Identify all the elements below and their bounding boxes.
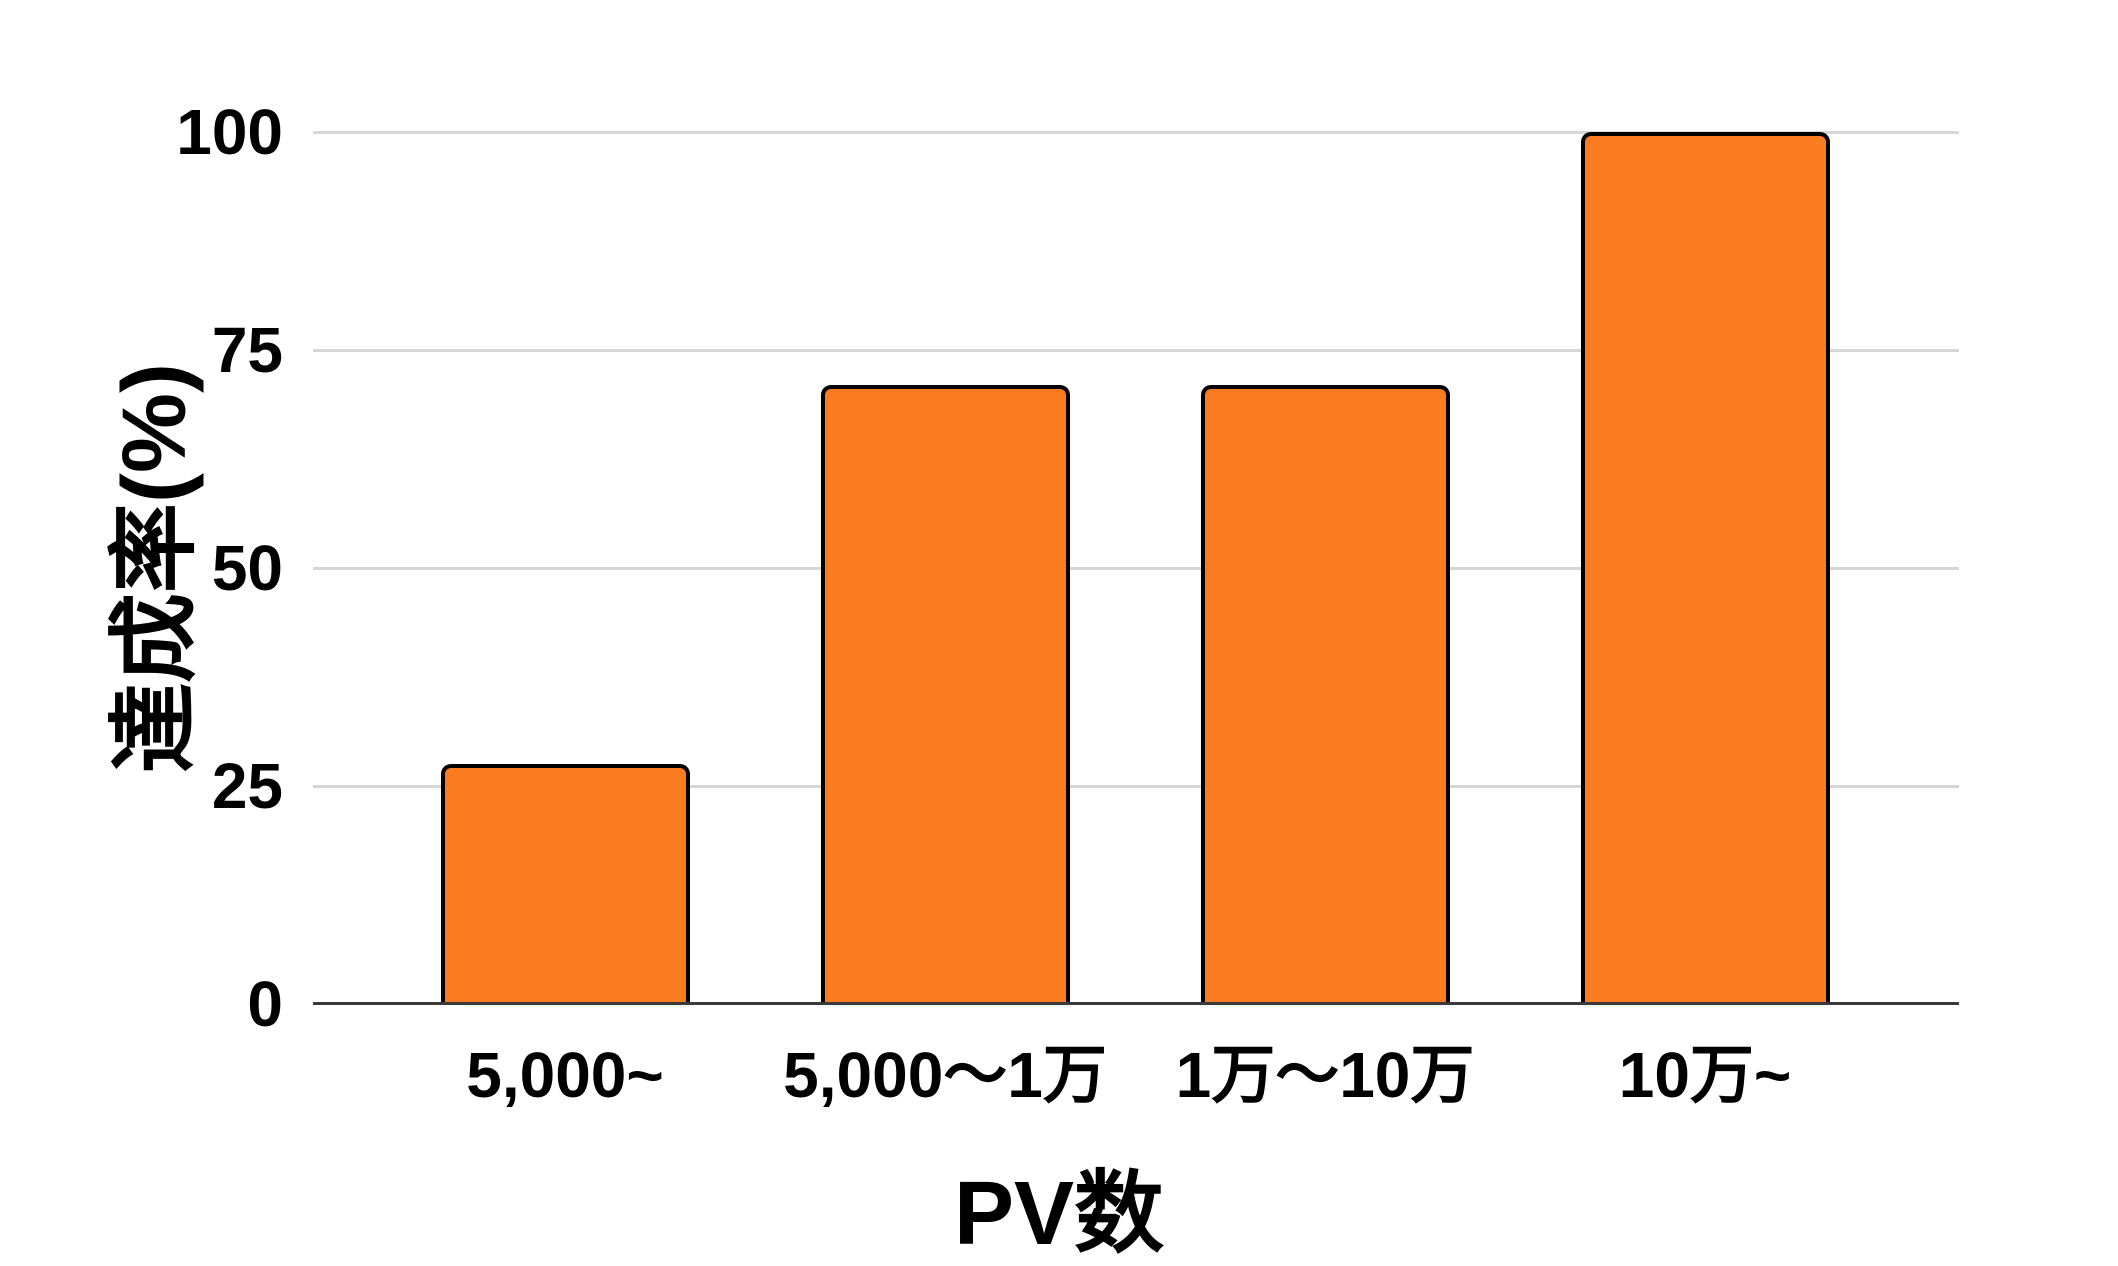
y-tick-label-50: 50	[211, 532, 283, 604]
y-tick-label-25: 25	[211, 750, 283, 822]
x-axis-title: PV数	[953, 1164, 1165, 1264]
bar-1	[440, 764, 690, 1004]
y-tick-label-0: 0	[247, 968, 283, 1040]
bar-4	[1580, 132, 1830, 1004]
y-tick-label-75: 75	[211, 314, 283, 386]
bar-3	[1200, 385, 1450, 1004]
gridline-100	[313, 130, 1959, 134]
gridline-25	[313, 784, 1959, 788]
x-tick-label-4: 10万~	[1618, 1039, 1792, 1111]
x-axis-baseline	[313, 1002, 1959, 1005]
x-tick-label-3: 1万〜10万	[1175, 1039, 1475, 1111]
bar-2	[820, 385, 1070, 1004]
y-axis-tick-labels: 0 25 50 75 100	[0, 100, 283, 1036]
x-tick-label-1: 5,000~	[466, 1039, 664, 1111]
gridline-75	[313, 348, 1959, 352]
gridline-50	[313, 566, 1959, 570]
x-axis-tick-labels: 5,000~ 5,000〜1万 1万〜10万 10万~	[313, 1040, 1959, 1120]
plot-area	[313, 130, 1959, 1005]
x-tick-label-2: 5,000〜1万	[783, 1039, 1107, 1111]
y-tick-label-100: 100	[176, 96, 283, 168]
